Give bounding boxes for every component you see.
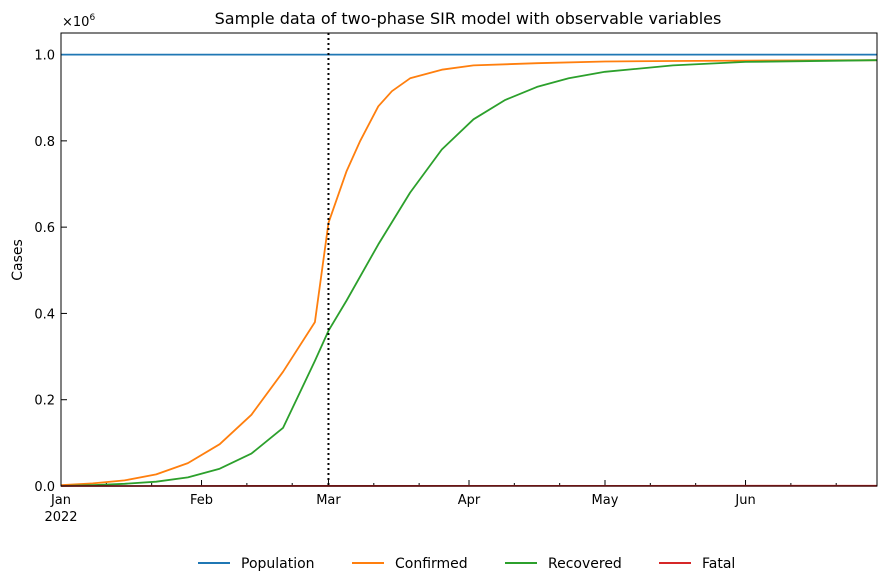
y-tick-label: 0.0 [34,480,55,495]
x-tick-label: Apr [458,493,481,508]
x-tick-label: May [592,493,619,508]
legend-label-population: Population [241,556,315,572]
series-line-recovered [60,59,878,487]
y-multiplier-label: ×106 [62,13,95,30]
y-tick-label: 0.6 [34,221,55,236]
legend-label-fatal: Fatal [702,556,735,572]
x-tick-sublabel: 2022 [44,510,77,525]
y-axis-label: Cases [10,239,26,281]
series-line-confirmed [60,59,878,486]
y-tick-label: 0.2 [34,394,55,409]
y-tick-label: 0.4 [34,307,55,322]
plot-area: Jan 2022 Feb Mar Apr May Jun 0.0 0.2 0.4 0.6 0.8 1.0 [34,32,878,525]
x-tick-label: Jun [734,493,755,508]
y-tick-label: 1.0 [34,49,55,64]
x-tick-label: Feb [190,493,213,508]
y-tick-label: 0.8 [34,135,55,150]
legend-label-confirmed: Confirmed [395,556,468,572]
legend: Population Confirmed Recovered Fatal [198,556,735,572]
x-tick-label: Mar [316,493,341,508]
chart-title: Sample data of two-phase SIR model with … [215,9,722,28]
plot-frame [60,32,878,487]
x-tick-label: Jan [50,493,71,508]
legend-label-recovered: Recovered [548,556,622,572]
